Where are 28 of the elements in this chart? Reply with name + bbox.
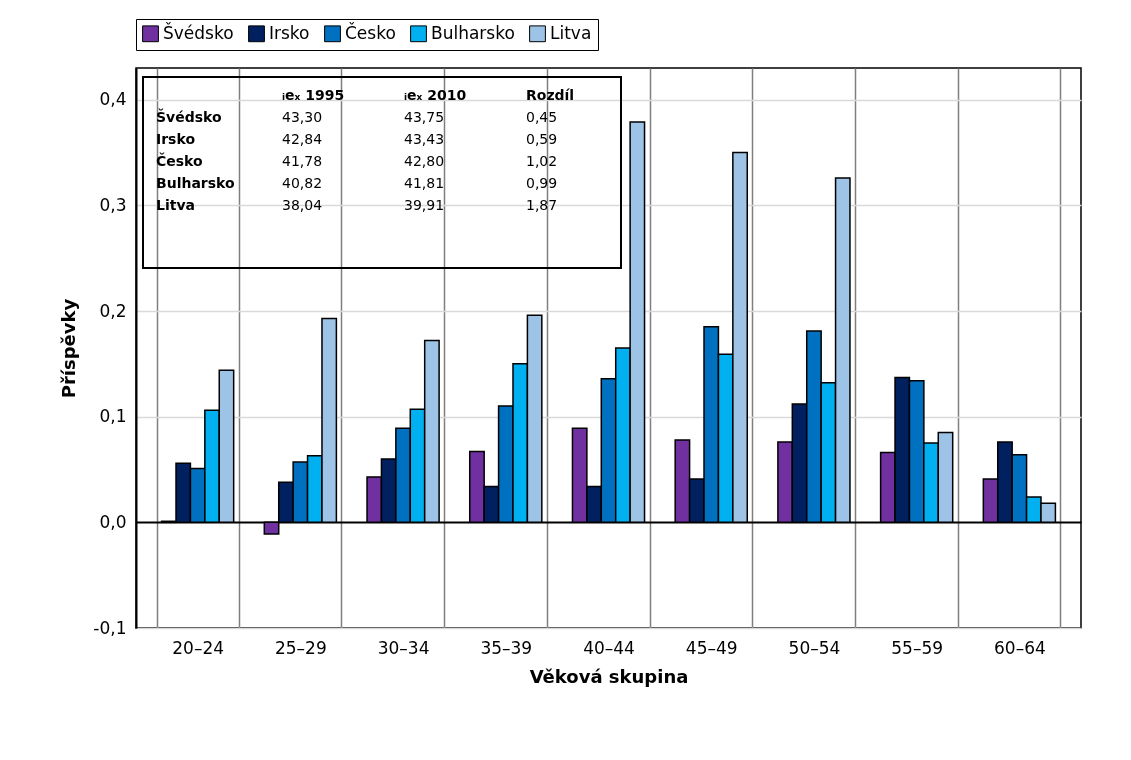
y-tick-label: 0,2 — [99, 300, 127, 321]
text: Litva 38,04 39,91 1,87 — [156, 197, 558, 213]
x-axis-title: Věková skupina — [529, 665, 689, 687]
y-tick-label: 0,4 — [99, 89, 127, 110]
x-tick-label: 40–44 — [583, 637, 635, 658]
text: Irsko 42,84 43,43 0,59 — [156, 131, 558, 147]
legend-label: Švédsko — [163, 21, 234, 43]
x-tick-label: 25–29 — [274, 637, 327, 658]
x-tick-label: 35–39 — [480, 637, 533, 658]
y-tick-label: 0,1 — [99, 406, 127, 427]
x-tick-label: 45–49 — [685, 637, 738, 658]
legend-label: Litva — [550, 22, 592, 43]
x-tick-label: 60–64 — [993, 637, 1046, 658]
legend-label: Bulharsko — [431, 22, 515, 43]
text: ᵢeₓ 1995 ᵢeₓ 2010 Rozdíl — [282, 87, 575, 103]
text: Česko 41,78 42,80 1,02 — [156, 153, 558, 169]
y-tick-label: -0,1 — [93, 617, 127, 638]
y-tick-label: 0,3 — [99, 194, 127, 215]
x-tick-label: 30–34 — [377, 637, 430, 658]
text: Bulharsko 40,82 41,81 0,99 — [156, 175, 558, 191]
x-tick-label: 50–54 — [788, 637, 841, 658]
legend-label: Česko — [345, 21, 396, 43]
x-tick-label: 20–24 — [172, 637, 225, 658]
y-axis-title: Příspěvky — [58, 298, 80, 399]
text: Švédsko 43,30 43,75 0,45 — [156, 109, 558, 125]
legend-label: Irsko — [269, 22, 310, 43]
x-tick-label: 55–59 — [891, 637, 944, 658]
y-tick-label: 0,0 — [99, 511, 127, 532]
